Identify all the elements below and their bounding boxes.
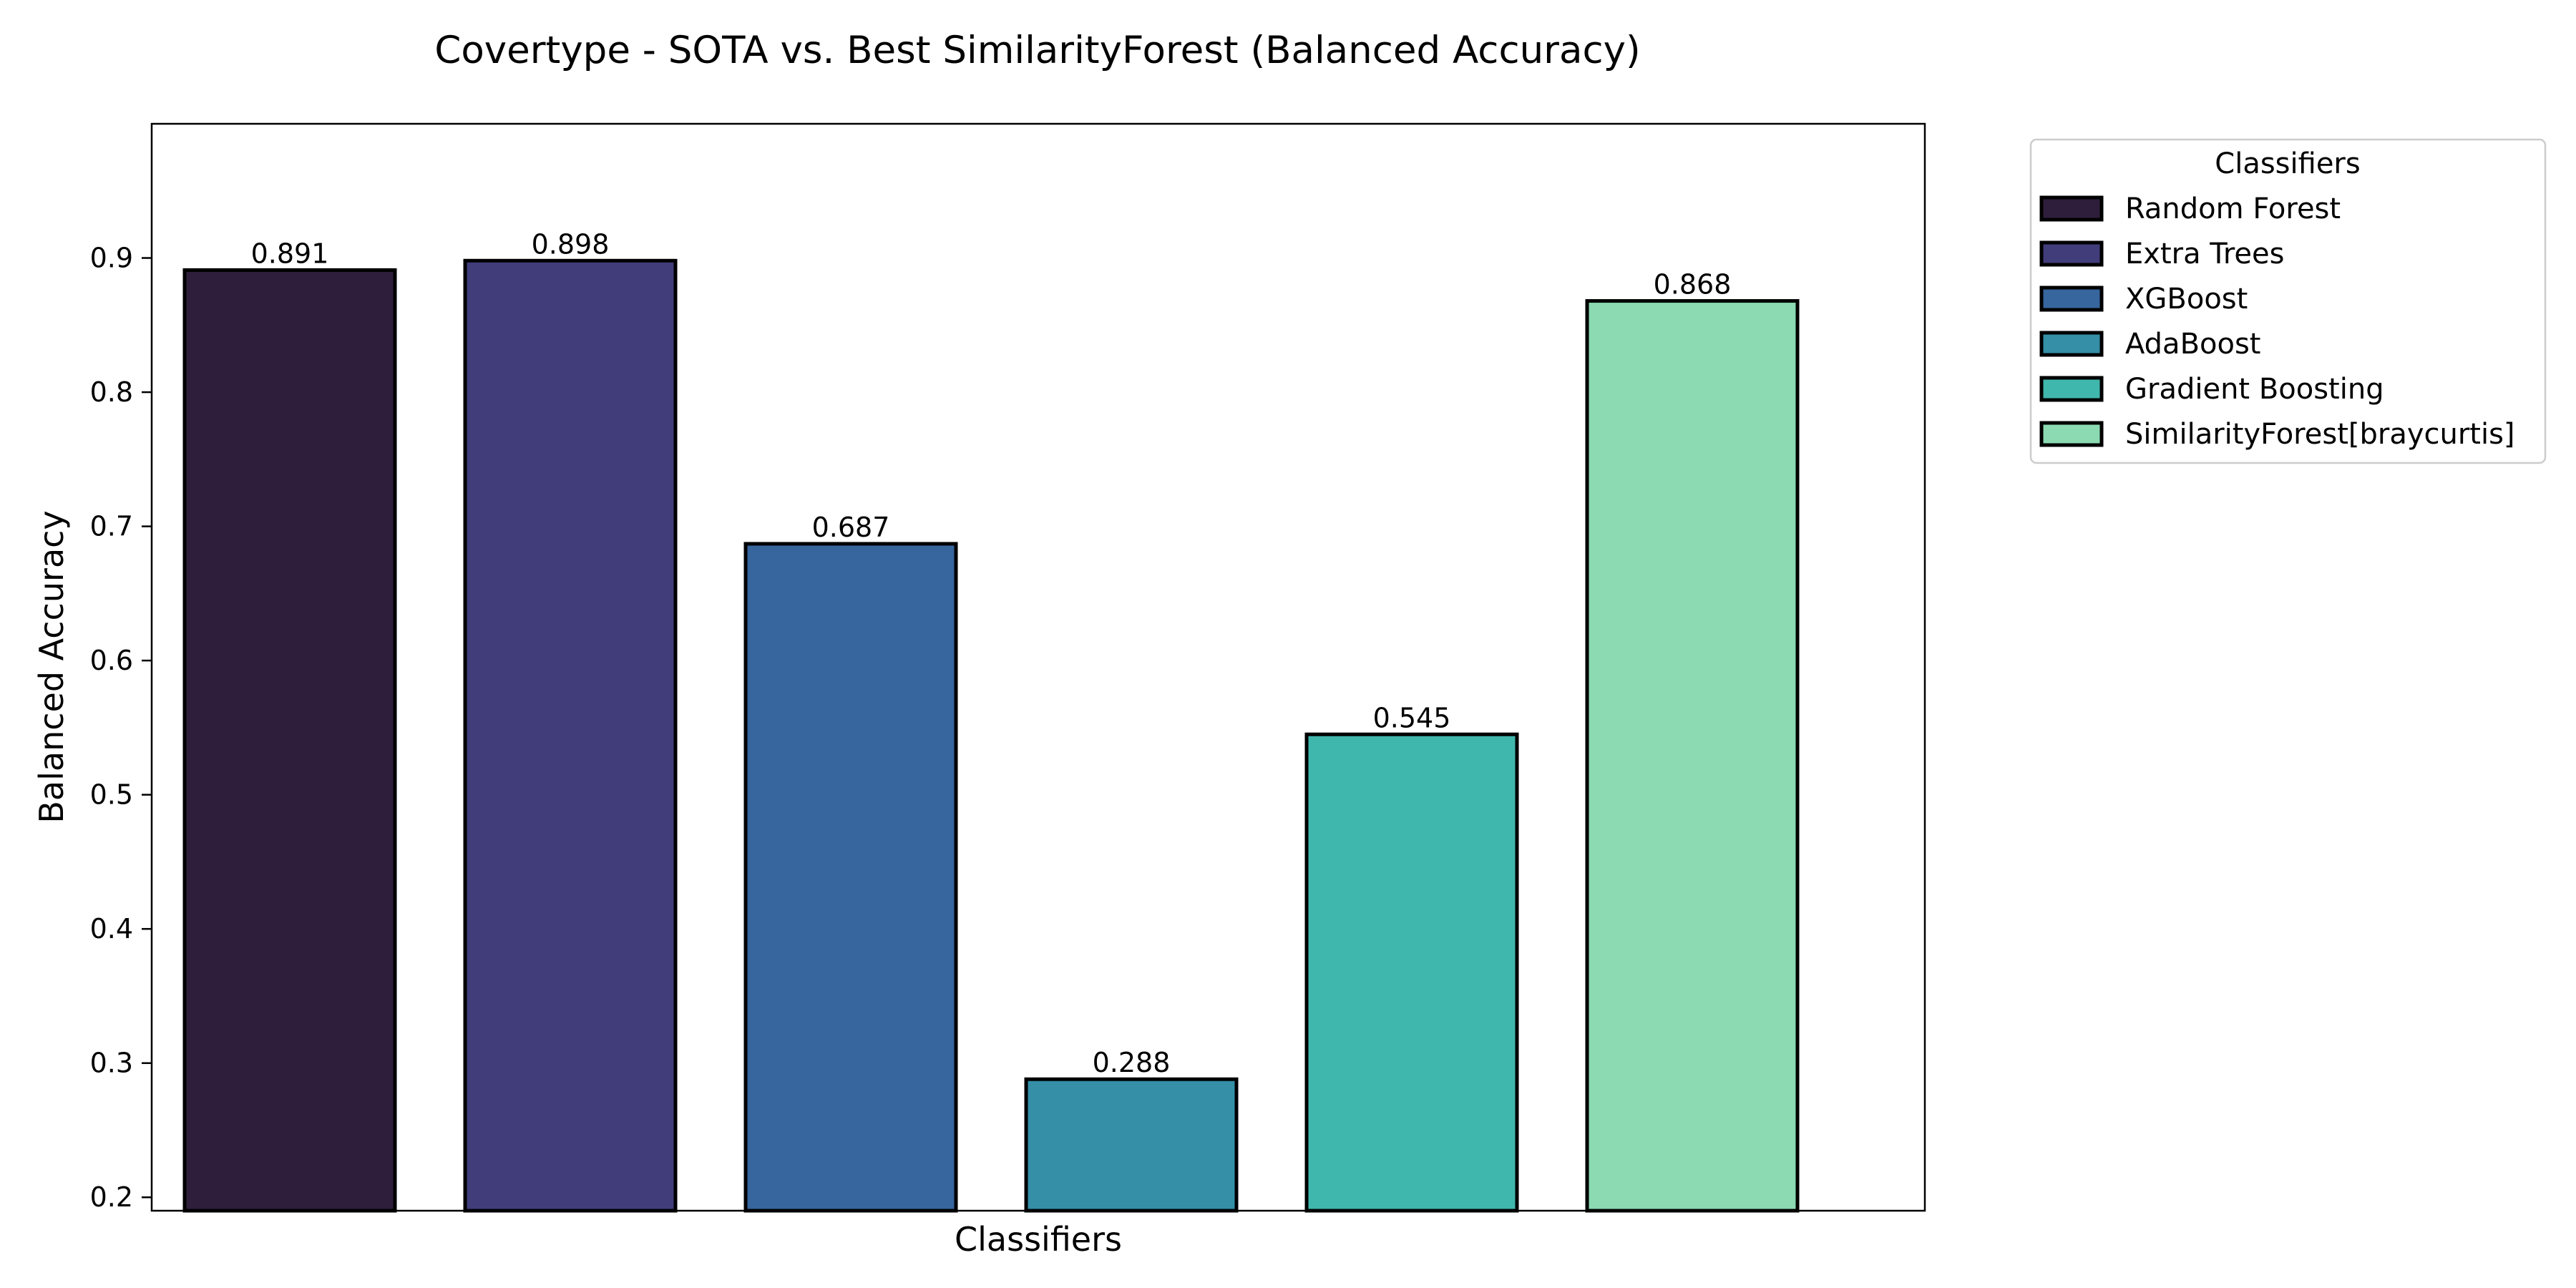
y-tick-label: 0.2 [90,1181,133,1213]
y-tick-label: 0.6 [90,645,133,676]
legend-swatch-random-forest [2039,195,2104,222]
legend-items: Random Forest Extra Trees XGBoost AdaBoost G… [2039,192,2515,451]
x-axis-label: Classifiers [955,1220,1122,1259]
bars-group [182,258,1800,1213]
y-tick-label: 0.9 [90,243,133,274]
bar-adaboost [1024,1077,1239,1213]
chart-title: Covertype - SOTA vs. Best SimilarityFore… [434,29,1640,72]
legend-label-gradient-boosting: Gradient Boosting [2125,373,2384,406]
bar-xgboost [743,542,958,1213]
legend-swatch-gradient-boosting [2039,376,2104,402]
legend-label-similarityforest-braycurtis: SimilarityForest[braycurtis] [2125,418,2515,451]
data-label-xgboost: 0.687 [812,512,890,543]
data-label-extra-trees: 0.898 [532,228,610,260]
legend: Classifiers Random Forest Extra Trees XGBo… [2029,138,2547,464]
legend-swatch-extra-trees [2039,240,2104,267]
data-label-random-forest: 0.891 [251,238,329,269]
legend-label-random-forest: Random Forest [2125,192,2341,225]
legend-label-xgboost: XGBoost [2125,283,2248,316]
legend-swatch-xgboost [2039,286,2104,312]
legend-frame [2029,138,2547,464]
bar-random-forest [182,268,397,1213]
y-axis-ticks: 0.2 0.3 0.4 0.5 0.6 0.7 0.8 0.9 [90,243,152,1213]
legend-swatch-adaboost [2039,331,2104,357]
plot-area-frame [150,122,1926,1212]
y-tick-label: 0.4 [90,913,133,945]
legend-title: Classifiers [2215,147,2360,180]
value-labels-group: 0.891 0.898 0.687 0.288 0.545 0.868 [251,228,1732,1078]
y-tick-label: 0.8 [90,376,133,408]
data-label-adaboost: 0.288 [1093,1047,1171,1078]
legend-swatch-similarityforest-braycurtis [2039,421,2104,447]
data-label-similarityforest-braycurtis: 0.868 [1654,269,1732,301]
legend-label-adaboost: AdaBoost [2125,328,2260,361]
y-tick-label: 0.7 [90,511,133,542]
legend-label-extra-trees: Extra Trees [2125,238,2284,270]
y-axis-label: Balanced Accuracy [32,510,71,823]
y-tick-label: 0.5 [90,779,133,811]
bar-similarityforest-braycurtis [1585,299,1800,1213]
bar-gradient-boosting [1304,732,1519,1213]
bar-extra-trees [463,258,678,1213]
y-tick-label: 0.3 [90,1048,133,1079]
data-label-gradient-boosting: 0.545 [1373,702,1451,733]
